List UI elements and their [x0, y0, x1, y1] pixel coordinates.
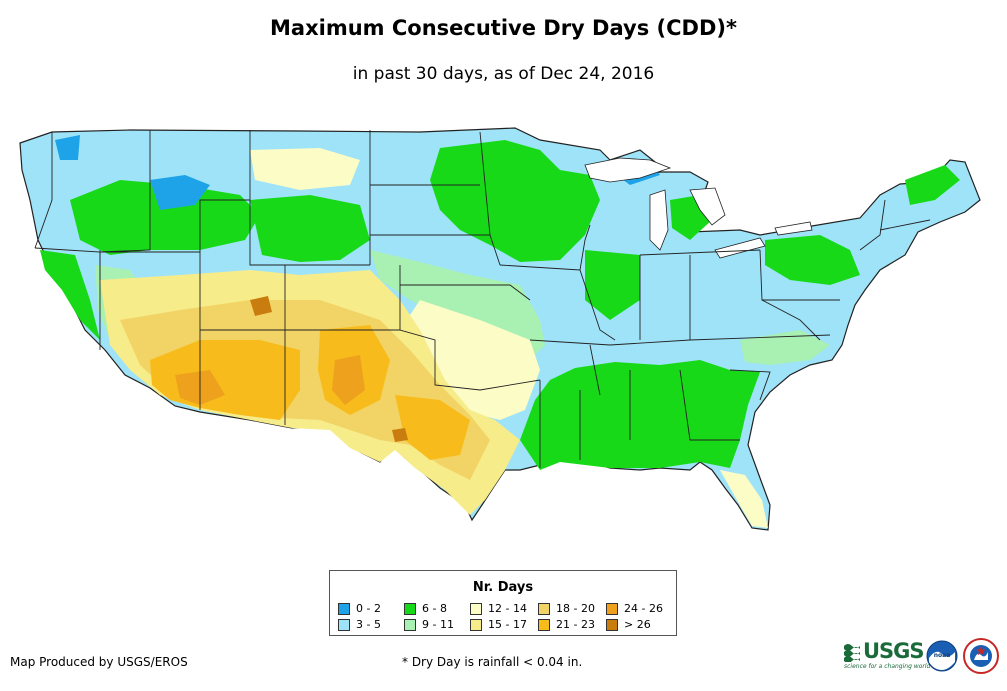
legend-swatch [470, 618, 482, 631]
legend-item-15-17: 15 - 17 [470, 618, 527, 631]
legend-label: 12 - 14 [488, 602, 527, 615]
zone-6-8-new-england [905, 165, 960, 205]
legend-item-over-26: > 26 [606, 618, 651, 631]
legend-label: 24 - 26 [624, 602, 663, 615]
legend: Nr. Days 0 - 2 3 - 5 6 - 8 9 - 11 12 - 1… [329, 570, 677, 636]
zone-6-8-northeast [765, 235, 860, 285]
zone-21-23-arizona [150, 340, 300, 420]
zone-9-11-mid-atlantic [740, 330, 830, 365]
lake-erie [714, 237, 766, 259]
map-title: Maximum Consecutive Dry Days (CDD)* [270, 16, 737, 40]
zone-12-14-florida [720, 470, 768, 528]
lake-michigan [649, 189, 669, 251]
legend-item-3-5: 3 - 5 [338, 618, 381, 631]
legend-swatch [404, 618, 416, 631]
legend-swatch [538, 602, 550, 615]
zone-6-8-pacific-coast [40, 250, 100, 340]
legend-label: 0 - 2 [356, 602, 381, 615]
lake-ontario [774, 221, 813, 236]
legend-swatch [606, 618, 618, 631]
noaa-logo-icon: noaa [926, 640, 958, 672]
zone-6-8-northwest [70, 180, 260, 255]
legend-label: 15 - 17 [488, 618, 527, 631]
nws-logo-icon [963, 638, 999, 674]
legend-swatch [470, 602, 482, 615]
lake-huron [689, 187, 726, 226]
dry-day-footnote: * Dry Day is rainfall < 0.04 in. [402, 655, 583, 669]
zone-0-2-olympic [55, 135, 80, 160]
lake-superior [584, 157, 672, 183]
zone-over-26-nevada [250, 296, 272, 316]
map-subtitle: in past 30 days, as of Dec 24, 2016 [352, 64, 655, 84]
legend-swatch [404, 602, 416, 615]
usgs-tagline: science for a changing world [844, 663, 931, 670]
zone-21-23-west-texas [395, 395, 470, 460]
legend-title: Nr. Days [472, 580, 534, 595]
legend-item-18-20: 18 - 20 [538, 602, 595, 615]
legend-label: 9 - 11 [422, 618, 454, 631]
legend-item-12-14: 12 - 14 [470, 602, 527, 615]
usgs-logo: USGS [843, 639, 925, 663]
legend-item-24-26: 24 - 26 [606, 602, 663, 615]
legend-item-6-8: 6 - 8 [404, 602, 447, 615]
zone-6-8-northern-plains [430, 140, 600, 262]
usgs-wave-icon [844, 644, 860, 662]
legend-swatch [338, 618, 350, 631]
legend-label: 21 - 23 [556, 618, 595, 631]
usgs-logo-text: USGS [863, 639, 925, 663]
noaa-logo-text: noaa [934, 652, 951, 659]
legend-swatch [538, 618, 550, 631]
legend-label: > 26 [624, 618, 651, 631]
legend-item-9-11: 9 - 11 [404, 618, 454, 631]
legend-item-0-2: 0 - 2 [338, 602, 381, 615]
legend-item-21-23: 21 - 23 [538, 618, 595, 631]
legend-label: 6 - 8 [422, 602, 447, 615]
legend-swatch [606, 602, 618, 615]
zone-over-26-texas [392, 428, 408, 442]
map-credit: Map Produced by USGS/EROS [10, 655, 188, 669]
state-boundaries [34, 130, 931, 468]
zone-0-2-washington [150, 175, 210, 210]
zone-24-26-new-mexico [332, 355, 365, 405]
legend-label: 18 - 20 [556, 602, 595, 615]
zone-6-8-midwest [585, 250, 640, 320]
legend-label: 3 - 5 [356, 618, 381, 631]
zone-6-8-rockies [250, 195, 370, 262]
zone-12-14-montana [250, 148, 360, 190]
legend-swatch [338, 602, 350, 615]
